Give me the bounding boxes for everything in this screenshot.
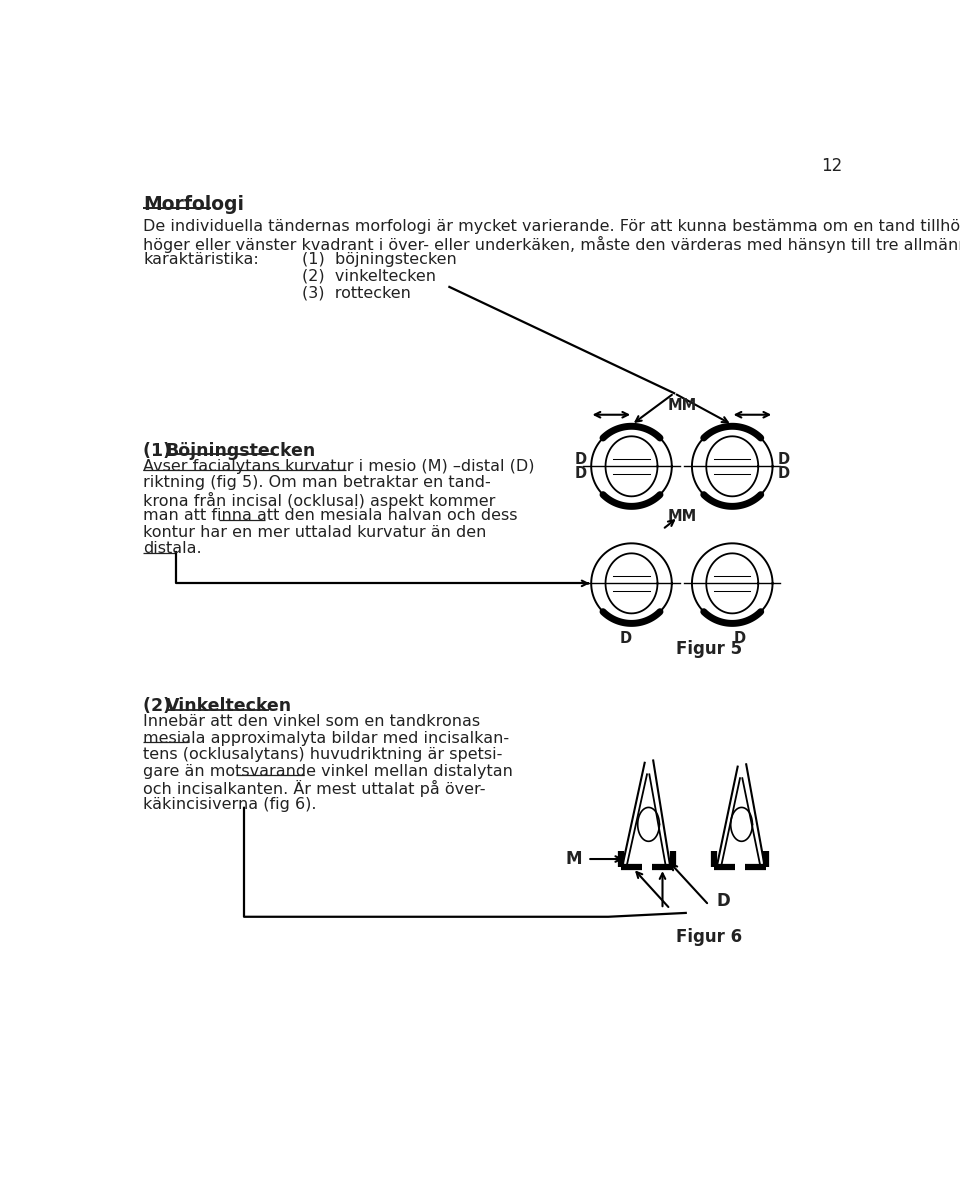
Text: Innebär att den vinkel som en tandkronas: Innebär att den vinkel som en tandkronas	[143, 715, 480, 729]
Text: M: M	[565, 850, 582, 868]
Text: riktning (fig 5). Om man betraktar en tand-: riktning (fig 5). Om man betraktar en ta…	[143, 475, 491, 491]
Text: Morfologi: Morfologi	[143, 195, 244, 214]
Text: (1)  böjningstecken: (1) böjningstecken	[302, 252, 457, 267]
Text: Böjningstecken: Böjningstecken	[166, 442, 316, 460]
Text: tens (ocklusalytans) huvudriktning är spetsi-: tens (ocklusalytans) huvudriktning är sp…	[143, 748, 503, 762]
Text: höger eller vänster kvadrant i över- eller underkäken, måste den värderas med hä: höger eller vänster kvadrant i över- ell…	[143, 236, 960, 252]
Text: MM: MM	[667, 398, 697, 413]
Text: distala.: distala.	[143, 542, 202, 556]
Text: De individuella tändernas morfologi är mycket varierande. För att kunna bestämma: De individuella tändernas morfologi är m…	[143, 219, 960, 235]
Text: karaktäristika:: karaktäristika:	[143, 252, 259, 267]
Text: krona från incisal (ocklusal) aspekt kommer: krona från incisal (ocklusal) aspekt kom…	[143, 492, 495, 509]
Text: mesiala approximalyta bildar med incisalkan-: mesiala approximalyta bildar med incisal…	[143, 731, 510, 746]
Text: och incisalkanten. Är mest uttalat på över-: och incisalkanten. Är mest uttalat på öv…	[143, 780, 486, 798]
Text: MM: MM	[667, 510, 697, 524]
Text: kontur har en mer uttalad kurvatur än den: kontur har en mer uttalad kurvatur än de…	[143, 525, 487, 540]
Text: (2)  vinkeltecken: (2) vinkeltecken	[302, 269, 436, 283]
Text: gare än motsvarande vinkel mellan distalytan: gare än motsvarande vinkel mellan distal…	[143, 763, 514, 779]
Text: D: D	[778, 451, 789, 467]
Text: man att finna att den mesiala halvan och dess: man att finna att den mesiala halvan och…	[143, 509, 517, 523]
Text: Figur 5: Figur 5	[676, 640, 742, 657]
Text: D: D	[574, 451, 587, 467]
Text: (2): (2)	[143, 697, 178, 716]
Text: D: D	[574, 466, 587, 481]
Text: Figur 6: Figur 6	[676, 928, 742, 947]
Text: Vinkeltecken: Vinkeltecken	[166, 697, 292, 716]
Text: D: D	[778, 466, 789, 481]
Text: D: D	[619, 631, 632, 646]
Text: D: D	[717, 892, 731, 910]
Text: käkincisiverna (fig 6).: käkincisiverna (fig 6).	[143, 797, 317, 812]
Text: (3)  rottecken: (3) rottecken	[302, 286, 411, 300]
Text: Avser facialytans kurvatur i mesio (M) –distal (D): Avser facialytans kurvatur i mesio (M) –…	[143, 459, 535, 474]
Text: D: D	[734, 631, 746, 646]
Text: (1): (1)	[143, 442, 178, 460]
Text: 12: 12	[822, 157, 843, 175]
